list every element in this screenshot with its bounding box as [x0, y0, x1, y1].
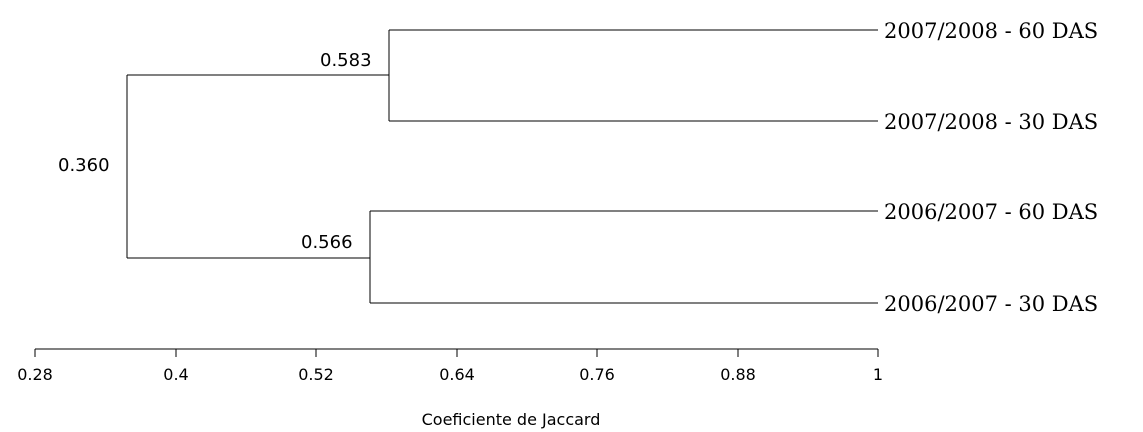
leaf-label-3: 2006/2007 - 30 DAS	[884, 292, 1098, 316]
x-tick-label: 0.64	[439, 365, 475, 384]
x-tick-label: 1	[873, 365, 883, 384]
x-tick-label: 0.28	[17, 365, 53, 384]
x-axis-title: Coeficiente de Jaccard	[422, 410, 601, 429]
x-tick-label: 0.76	[579, 365, 615, 384]
leaf-label-2: 2006/2007 - 60 DAS	[884, 200, 1098, 224]
x-tick-label: 0.88	[720, 365, 756, 384]
cluster-label-0360: 0.360	[58, 155, 110, 176]
cluster-label-0566: 0.566	[301, 232, 353, 253]
x-tick-label: 0.4	[163, 365, 188, 384]
x-axis-ticks: 0.28 0.4 0.52 0.64 0.76 0.88 1	[17, 349, 883, 384]
leaf-label-0: 2007/2008 - 60 DAS	[884, 19, 1098, 43]
leaf-label-1: 2007/2008 - 30 DAS	[884, 110, 1098, 134]
cluster-label-0583: 0.583	[320, 50, 372, 71]
x-tick-label: 0.52	[298, 365, 334, 384]
